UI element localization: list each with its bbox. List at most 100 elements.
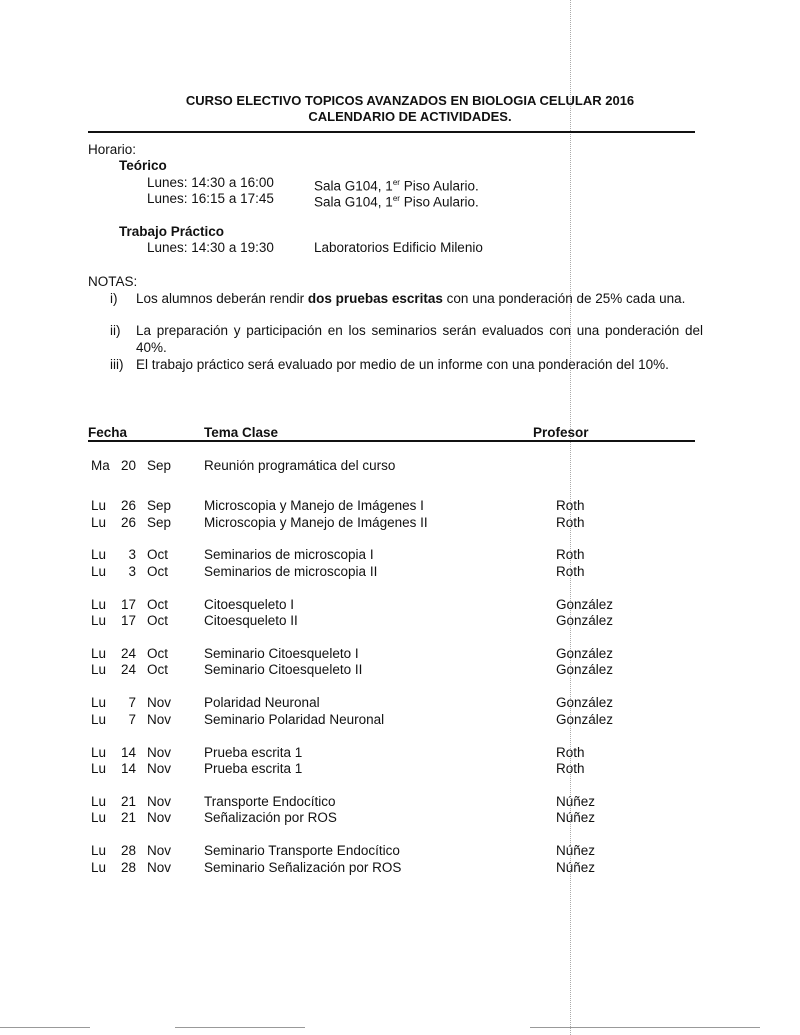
teorico-place-2: Sala G104, 1er Piso Aulario. — [314, 191, 479, 211]
horario-label: Horario: — [88, 142, 137, 157]
practico-place: Laboratorios Edificio Milenio — [314, 240, 483, 255]
row-month: Nov — [147, 711, 172, 727]
ordinal-suffix: er — [392, 194, 400, 203]
row-day: Lu — [91, 744, 107, 760]
row-tema: Reunión programática del curso — [204, 458, 396, 473]
row-num: 14 — [120, 744, 136, 760]
row-tema: Citoesqueleto I — [204, 596, 295, 612]
header-profesor: Profesor — [533, 425, 589, 440]
row-num: 26 — [120, 514, 136, 530]
row-day: Lu — [91, 596, 107, 612]
row-day: Lu — [91, 547, 107, 563]
row-day: Lu — [91, 695, 107, 711]
row-month: Oct — [147, 662, 169, 678]
row-day: Ma — [91, 458, 110, 473]
row-day: Lu — [91, 498, 107, 513]
row-tema: Transporte Endocítico — [204, 793, 336, 809]
row-day: Lu — [91, 843, 107, 859]
row-day: Lu — [91, 563, 107, 579]
row-day: Lu — [91, 761, 107, 776]
row-tema: Citoesqueleto II — [204, 613, 298, 629]
scan-artifact-bottom — [0, 1027, 90, 1028]
row-profesor: González — [556, 596, 614, 612]
scan-artifact-bottom — [175, 1027, 305, 1028]
note-number: iii) — [110, 357, 124, 372]
row-day: Lu — [91, 793, 107, 809]
row-profesor: González — [556, 645, 614, 661]
row-num: 17 — [120, 613, 136, 629]
row-num: 28 — [120, 859, 136, 875]
note-pre: La preparación y participación en los se… — [136, 323, 703, 355]
row-profesor: Núñez — [556, 859, 596, 875]
practico-time: Lunes: 14:30 a 19:30 — [147, 240, 274, 255]
note-pre: El trabajo práctico será evaluado por me… — [136, 357, 669, 372]
place-text: Sala G104, 1 — [314, 178, 393, 194]
row-num: 21 — [120, 793, 136, 809]
row-month: Oct — [147, 613, 169, 629]
row-num: 26 — [120, 498, 136, 513]
row-tema: Seminario Citoesqueleto II — [204, 662, 363, 678]
note-bold: dos pruebas escritas — [307, 291, 443, 306]
row-profesor: González — [556, 711, 614, 727]
header-rule — [88, 440, 695, 442]
note-text: La preparación y participación en los se… — [136, 323, 703, 356]
document-subtitle: CALENDARIO DE ACTIVIDADES. — [308, 109, 512, 124]
row-tema: Seminarios de microscopia I — [204, 547, 374, 563]
row-profesor: Núñez — [556, 810, 596, 826]
teorico-time-2: Lunes: 16:15 a 17:45 — [147, 191, 274, 206]
row-month: Nov — [147, 744, 172, 760]
row-month: Nov — [147, 859, 172, 875]
row-day: Lu — [91, 514, 107, 530]
teorico-label: Teórico — [119, 158, 167, 173]
row-day: Lu — [91, 810, 107, 826]
row-tema: Microscopia y Manejo de Imágenes I — [204, 498, 424, 513]
row-tema: Seminario Señalización por ROS — [204, 859, 402, 875]
practico-label: Trabajo Práctico — [119, 224, 225, 239]
teorico-time-1: Lunes: 14:30 a 16:00 — [147, 175, 274, 190]
title-rule — [88, 131, 695, 133]
row-tema: Microscopia y Manejo de Imágenes II — [204, 514, 428, 530]
row-month: Sep — [147, 514, 172, 530]
row-month: Sep — [147, 498, 172, 513]
note-text: El trabajo práctico será evaluado por me… — [136, 357, 703, 374]
row-num: 3 — [128, 547, 136, 563]
row-num: 28 — [120, 843, 136, 859]
row-month: Sep — [147, 458, 172, 473]
header-fecha: Fecha — [88, 425, 128, 440]
place-text: Sala G104, 1 — [314, 194, 393, 210]
row-num: 21 — [120, 810, 136, 826]
note-post: con una ponderación de 25% cada una. — [442, 291, 686, 306]
row-profesor: González — [556, 662, 614, 678]
row-month: Nov — [147, 843, 172, 859]
row-profesor: Roth — [556, 563, 585, 579]
row-tema: Prueba escrita 1 — [204, 744, 303, 760]
row-num: 20 — [120, 458, 136, 473]
row-tema: Seminario Polaridad Neuronal — [204, 711, 385, 727]
row-num: 24 — [120, 645, 136, 661]
row-num: 7 — [128, 695, 136, 711]
row-day: Lu — [91, 613, 107, 629]
row-day: Lu — [91, 645, 107, 661]
place-rest: Piso Aulario. — [399, 178, 479, 194]
row-month: Nov — [147, 695, 172, 711]
row-profesor: González — [556, 613, 614, 629]
row-num: 14 — [120, 761, 136, 776]
row-num: 24 — [120, 662, 136, 678]
note-pre: Los alumnos deberán rendir — [136, 291, 308, 306]
row-day: Lu — [91, 859, 107, 875]
row-month: Oct — [147, 547, 169, 563]
row-profesor: Roth — [556, 744, 585, 760]
scan-artifact-line — [570, 0, 571, 1035]
row-tema: Seminario Citoesqueleto I — [204, 645, 359, 661]
row-month: Nov — [147, 810, 172, 826]
row-profesor: González — [556, 695, 614, 711]
row-tema: Prueba escrita 1 — [204, 761, 303, 776]
row-day: Lu — [91, 662, 107, 678]
row-profesor: Roth — [556, 498, 585, 513]
row-num: 7 — [128, 711, 136, 727]
row-month: Oct — [147, 563, 169, 579]
scan-artifact-bottom — [530, 1027, 760, 1028]
teorico-place-1: Sala G104, 1er Piso Aulario. — [314, 175, 479, 195]
row-num: 17 — [120, 596, 136, 612]
